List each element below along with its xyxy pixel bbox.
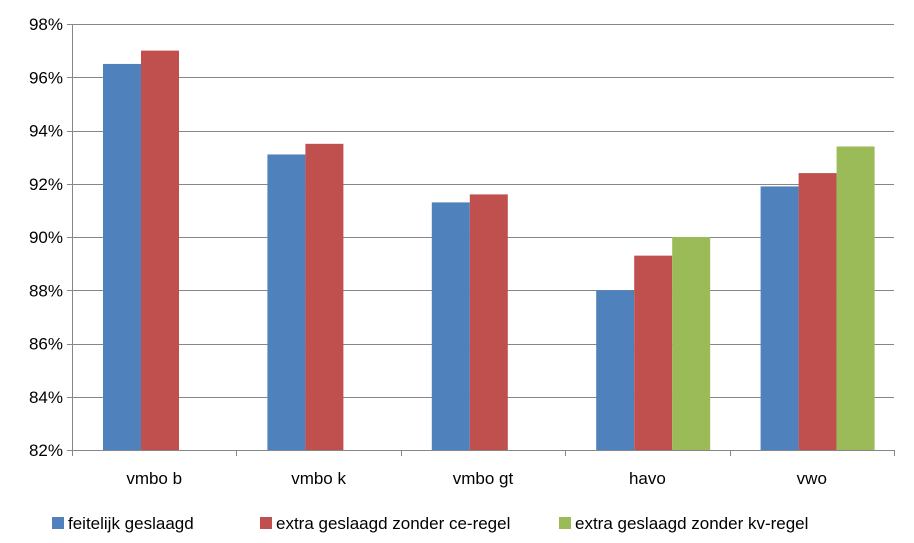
y-tick-label: 94% (29, 122, 63, 141)
legend-swatch (559, 517, 571, 529)
legend-label: extra geslaagd zonder kv-regel (575, 514, 808, 533)
y-tick-label: 98% (29, 15, 63, 34)
legend-swatch (260, 517, 272, 529)
legend: feitelijk geslaagd extra geslaagd zonder … (52, 514, 808, 533)
y-tick-label: 88% (29, 281, 63, 300)
y-axis-tick-labels: 82% 84% 86% 88% 90% 92% 94% 96% 98% (29, 15, 63, 460)
x-tick-label: vwo (797, 469, 827, 488)
bars (103, 50, 875, 450)
y-tick-label: 86% (29, 335, 63, 354)
bar-1-havo (596, 290, 635, 450)
bar-2-havo (634, 255, 673, 450)
bar-3-havo (672, 237, 711, 450)
x-axis-tick-labels: vmbo b vmbo k vmbo gt havo vwo (126, 469, 827, 488)
bar-2-vmbo-b (141, 50, 179, 450)
bar-1-vmbo-b (103, 63, 141, 450)
bar-1-vwo (760, 186, 799, 450)
y-tick-label: 96% (29, 68, 63, 87)
bar-2-vmbo-gt (469, 194, 508, 450)
bar-2-vwo (798, 173, 837, 450)
y-tick-label: 82% (29, 441, 63, 460)
axes (67, 24, 895, 456)
bar-2-vmbo-k (305, 143, 344, 450)
x-tick-label: havo (629, 469, 666, 488)
y-tick-label: 90% (29, 228, 63, 247)
bar-3-vwo (836, 146, 875, 450)
legend-label: extra geslaagd zonder ce-regel (276, 514, 510, 533)
legend-swatch (52, 517, 64, 529)
y-tick-label: 84% (29, 388, 63, 407)
legend-label: feitelijk geslaagd (68, 514, 194, 533)
x-tick-label: vmbo b (126, 469, 182, 488)
bar-1-vmbo-k (267, 154, 306, 450)
bar-1-vmbo-gt (431, 202, 470, 450)
x-tick-label: vmbo k (291, 469, 346, 488)
x-tick-label: vmbo gt (453, 469, 514, 488)
y-tick-label: 92% (29, 175, 63, 194)
